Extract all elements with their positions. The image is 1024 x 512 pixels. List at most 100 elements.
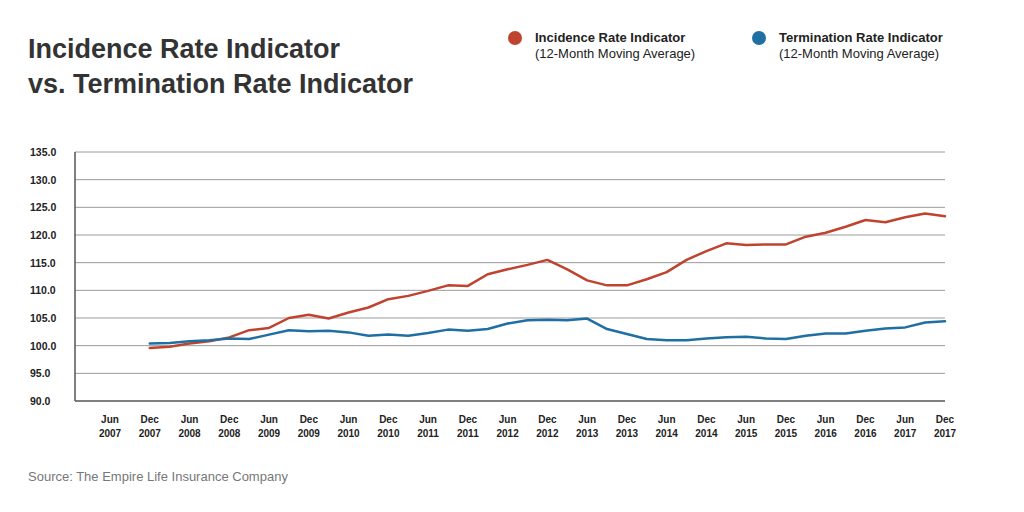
x-tick-label: Jun 2017 — [894, 414, 917, 439]
x-tick-line: 2013 — [576, 428, 599, 439]
x-tick-line: Dec — [459, 414, 478, 425]
x-tick-line: Jun — [181, 414, 199, 425]
x-tick-line: 2013 — [616, 428, 639, 439]
x-tick-line: Jun — [419, 414, 437, 425]
y-tick-label: 130.0 — [30, 174, 56, 186]
x-tick-line: 2012 — [496, 428, 519, 439]
x-tick-label: Dec 2012 — [536, 414, 559, 439]
x-tick-line: 2011 — [457, 428, 479, 439]
x-tick-line: Dec — [697, 414, 716, 425]
y-axis-line — [74, 152, 76, 401]
x-tick-line: Dec — [300, 414, 319, 425]
x-tick-label: Dec 2009 — [298, 414, 321, 439]
plot-area — [150, 213, 945, 347]
y-tick-label: 115.0 — [30, 257, 56, 269]
x-tick-label: Jun 2011 — [417, 414, 439, 439]
x-tick-line: 2010 — [337, 428, 360, 439]
title-line: vs. Termination Rate Indicator — [28, 69, 414, 99]
grid-line — [75, 318, 945, 319]
series-line — [150, 213, 945, 347]
x-tick-line: 2010 — [377, 428, 400, 439]
x-tick-line: 2017 — [934, 428, 957, 439]
y-tick-label: 100.0 — [30, 340, 56, 352]
legend-line: Incidence Rate Indicator — [535, 30, 685, 45]
x-tick-label: Jun 2013 — [576, 414, 599, 439]
title: Incidence Rate Indicator vs. Termination … — [28, 34, 414, 99]
x-tick-line: 2014 — [656, 428, 679, 439]
x-tick-line: 2015 — [775, 428, 798, 439]
legend-line: (12-Month Moving Average) — [535, 46, 695, 61]
x-tick-line: Jun — [578, 414, 596, 425]
x-tick-line: 2008 — [218, 428, 241, 439]
legend-swatch — [508, 31, 522, 45]
grid-line — [75, 400, 945, 402]
y-tick-label: 120.0 — [30, 229, 56, 241]
title-line: Incidence Rate Indicator — [28, 34, 341, 64]
x-tick-label: Jun 2016 — [815, 414, 838, 439]
x-tick-line: 2009 — [298, 428, 321, 439]
x-tick-label: Dec 2013 — [616, 414, 639, 439]
x-tick-line: Jun — [817, 414, 835, 425]
y-tick-label: 95.0 — [30, 367, 51, 379]
x-tick-line: Dec — [777, 414, 796, 425]
source: Source: The Empire Life Insurance Compan… — [28, 469, 288, 484]
x-tick-label: Jun 2007 — [99, 414, 122, 439]
x-tick-line: Jun — [340, 414, 358, 425]
x-tick-line: Jun — [658, 414, 676, 425]
x-tick-line: Jun — [737, 414, 755, 425]
x-tick-line: 2012 — [536, 428, 559, 439]
grid-line — [75, 152, 945, 153]
x-tick-label: Jun 2008 — [178, 414, 201, 439]
grid-line — [75, 290, 945, 291]
x-tick-line: Dec — [538, 414, 557, 425]
x-tick-line: Dec — [141, 414, 160, 425]
x-tick-line: Jun — [260, 414, 278, 425]
x-tick-line: 2017 — [894, 428, 917, 439]
x-tick-line: 2011 — [417, 428, 439, 439]
x-tick-line: Dec — [379, 414, 398, 425]
y-tick-label: 125.0 — [30, 201, 56, 213]
x-tick-label: Jun 2012 — [496, 414, 519, 439]
x-tick-label: Dec 2007 — [139, 414, 162, 439]
x-tick-line: Dec — [618, 414, 637, 425]
x-tick-label: Jun 2009 — [258, 414, 281, 439]
x-tick-line: 2009 — [258, 428, 281, 439]
chart: Incidence Rate Indicator vs. Termination … — [0, 0, 1024, 512]
x-tick-label: Jun 2015 — [735, 414, 758, 439]
x-tick-line: Dec — [936, 414, 955, 425]
legend-label: Termination Rate Indicator(12-Month Movi… — [779, 30, 943, 61]
x-tick-line: Jun — [101, 414, 119, 425]
x-tick-label: Jun 2014 — [656, 414, 679, 439]
grid-line — [75, 179, 945, 180]
x-tick-label: Dec 2016 — [854, 414, 877, 439]
x-tick-label: Dec2008 — [218, 414, 241, 439]
x-tick-label: Jun 2010 — [337, 414, 360, 439]
series-line — [150, 319, 945, 344]
y-tick-label: 135.0 — [30, 146, 56, 158]
grid-line — [75, 207, 945, 208]
x-tick-label: Dec 2017 — [934, 414, 957, 439]
x-tick-line: Jun — [499, 414, 517, 425]
x-tick-label: Dec 2010 — [377, 414, 400, 439]
grid-line — [75, 262, 945, 263]
legend-label: Incidence Rate Indicator(12-Month Moving… — [535, 30, 695, 61]
y-tick-label: 110.0 — [30, 284, 56, 296]
x-tick-line: Dec — [856, 414, 875, 425]
x-tick-label: Dec 2015 — [775, 414, 798, 439]
x-tick-line: 2008 — [178, 428, 201, 439]
x-tick-line: 2007 — [139, 428, 162, 439]
legend-line: Termination Rate Indicator — [779, 30, 943, 45]
x-tick-label: Dec 2014 — [695, 414, 718, 439]
x-tick-line: 2016 — [815, 428, 838, 439]
y-tick-label: 105.0 — [30, 312, 56, 324]
x-tick-line: 2016 — [854, 428, 877, 439]
grid-line — [75, 345, 945, 346]
grid-line — [75, 373, 945, 374]
x-tick-line: Jun — [896, 414, 914, 425]
y-tick-label: 90.0 — [30, 395, 51, 407]
x-tick-line: 2014 — [695, 428, 718, 439]
x-tick-line: 2015 — [735, 428, 758, 439]
legend-swatch — [752, 31, 766, 45]
x-tick-label: Dec 2011 — [457, 414, 479, 439]
x-tick-line: 2007 — [99, 428, 122, 439]
